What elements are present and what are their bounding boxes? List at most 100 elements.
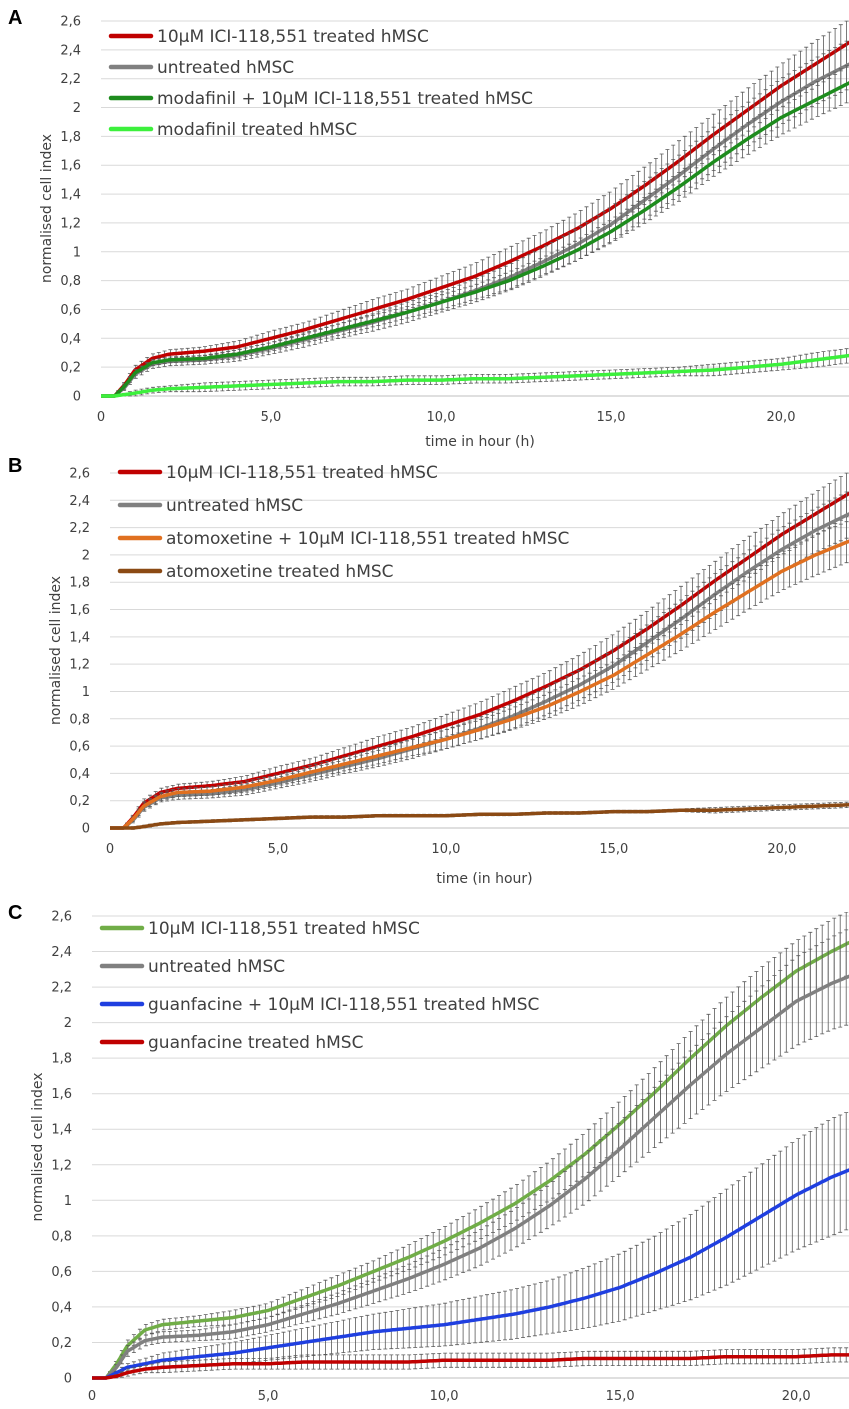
y-tick-label: 0,2 — [69, 794, 90, 809]
plot-area — [101, 20, 849, 398]
x-tick-label: 15,0 — [597, 410, 626, 425]
x-tick-label: 10,0 — [431, 842, 460, 857]
x-axis-title: time (in hour) — [436, 871, 532, 887]
x-tick-label: 20,0 — [767, 842, 796, 857]
series-4 — [92, 1347, 849, 1380]
y-tick-label: 0,2 — [51, 1336, 72, 1351]
error-bars — [108, 912, 849, 1375]
y-tick-label: 2,4 — [51, 945, 72, 960]
series-line — [101, 353, 849, 398]
series-line — [101, 40, 849, 398]
x-tick-label: 5,0 — [261, 410, 282, 425]
series-line — [92, 1168, 849, 1380]
y-tick-label: 0,4 — [60, 332, 81, 347]
legend-label: modafinil + 10µM ICI-118,551 treated hMS… — [157, 89, 533, 109]
y-tick-label: 1,6 — [60, 159, 81, 174]
y-tick-label: 0,8 — [69, 712, 90, 727]
legend-label: untreated hMSC — [148, 957, 285, 977]
panel-letter: B — [8, 455, 22, 477]
legend-label: 10µM ICI-118,551 treated hMSC — [166, 463, 438, 483]
y-tick-label: 2,6 — [60, 15, 81, 30]
y-tick-label: 1 — [82, 685, 90, 700]
y-tick-label: 1,6 — [51, 1087, 72, 1102]
panel-letter: C — [8, 902, 22, 924]
y-tick-label: 0,4 — [69, 767, 90, 782]
x-tick-label: 5,0 — [268, 842, 289, 857]
y-tick-label: 2,2 — [51, 981, 72, 996]
y-tick-label: 0,2 — [60, 361, 81, 376]
x-tick-label: 15,0 — [606, 1389, 635, 1404]
y-tick-label: 0,6 — [69, 740, 90, 755]
legend-label: 10µM ICI-118,551 treated hMSC — [148, 919, 420, 939]
series-line — [92, 940, 849, 1380]
series-line — [101, 81, 849, 398]
x-tick-label: 0 — [88, 1389, 96, 1404]
y-tick-label: 1,2 — [51, 1158, 72, 1173]
y-tick-label: 2,4 — [60, 43, 81, 58]
y-tick-label: 1 — [64, 1194, 72, 1209]
plot-area — [92, 912, 849, 1380]
panel-a: A 0 0,2 0,4 0,6 0,8 1 1,2 1,4 1,6 1,8 2 2,2 2,4 2,6 0 5,… — [8, 7, 849, 450]
y-tick-label: 0 — [64, 1372, 72, 1387]
plot-area — [110, 472, 849, 830]
series-3 — [101, 65, 849, 398]
y-tick-label: 1,4 — [69, 630, 90, 645]
y-axis-title: normalised cell index — [48, 576, 64, 725]
y-tick-label: 0,4 — [51, 1300, 72, 1315]
panel-letter: A — [8, 7, 22, 29]
y-tick-label: 1,2 — [69, 658, 90, 673]
legend-label: untreated hMSC — [166, 496, 303, 516]
y-tick-label: 2,6 — [69, 467, 90, 482]
x-tick-label: 0 — [97, 410, 105, 425]
y-tick-label: 2 — [82, 548, 90, 563]
y-tick-label: 2 — [73, 101, 81, 116]
legend-label: modafinil treated hMSC — [157, 120, 357, 140]
series-line — [92, 1353, 849, 1380]
series-1 — [92, 912, 849, 1380]
y-tick-label: 2,2 — [60, 72, 81, 87]
y-tick-label: 1,4 — [60, 188, 81, 203]
series-4 — [110, 801, 849, 830]
y-tick-label: 1,4 — [51, 1123, 72, 1138]
y-tick-label: 1,6 — [69, 603, 90, 618]
series-line — [110, 491, 849, 830]
error-bars — [125, 472, 849, 826]
y-tick-label: 0,8 — [51, 1229, 72, 1244]
legend-label: untreated hMSC — [157, 58, 294, 78]
y-tick-label: 1,8 — [51, 1052, 72, 1067]
legend-label: 10µM ICI-118,551 treated hMSC — [157, 27, 429, 47]
y-tick-label: 1,8 — [60, 130, 81, 145]
y-tick-label: 0,6 — [60, 303, 81, 318]
y-tick-label: 0 — [82, 822, 90, 837]
y-tick-label: 2,4 — [69, 494, 90, 509]
x-tick-label: 20,0 — [782, 1389, 811, 1404]
legend: 10µM ICI-118,551 treated hMSC untreated h… — [108, 27, 533, 140]
legend-label: guanfacine treated hMSC — [148, 1033, 363, 1053]
legend: 10µM ICI-118,551 treated hMSC untreated h… — [99, 919, 539, 1053]
y-tick-label: 2 — [64, 1016, 72, 1031]
panel-c: C 0 0,2 0,4 0,6 0,8 1 1,2 1,4 1,6 1,8 2 2,2 2,4 2,6 0 5,… — [8, 902, 849, 1404]
legend: 10µM ICI-118,551 treated hMSC untreated h… — [117, 463, 569, 582]
legend-label: atomoxetine treated hMSC — [166, 562, 394, 582]
y-tick-label: 2,2 — [69, 521, 90, 536]
series-3 — [110, 521, 849, 830]
x-tick-label: 0 — [106, 842, 114, 857]
x-tick-label: 10,0 — [427, 410, 456, 425]
series-line — [110, 539, 849, 830]
series-line — [110, 803, 849, 830]
y-axis-title: normalised cell index — [30, 1072, 46, 1221]
y-tick-label: 1,2 — [60, 216, 81, 231]
y-tick-label: 1 — [73, 245, 81, 260]
y-tick-label: 0,8 — [60, 274, 81, 289]
y-tick-label: 1,8 — [69, 576, 90, 591]
legend-label: atomoxetine + 10µM ICI-118,551 treated h… — [166, 529, 569, 549]
legend-label: guanfacine + 10µM ICI-118,551 treated hM… — [148, 995, 539, 1015]
x-tick-label: 15,0 — [599, 842, 628, 857]
x-tick-label: 10,0 — [430, 1389, 459, 1404]
x-tick-label: 5,0 — [258, 1389, 279, 1404]
series-4 — [101, 348, 849, 398]
y-axis-title: normalised cell index — [39, 134, 55, 283]
y-tick-label: 0,6 — [51, 1265, 72, 1280]
x-axis-title: time in hour (h) — [425, 434, 535, 450]
